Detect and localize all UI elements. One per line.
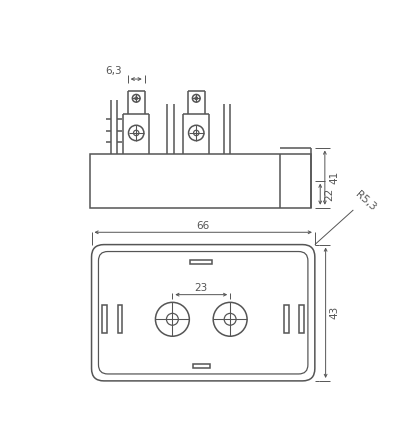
Bar bbox=[118, 305, 122, 333]
Text: 41: 41 bbox=[329, 171, 339, 184]
Bar bbox=[90, 154, 311, 208]
Bar bbox=[191, 260, 212, 264]
Text: 6,3: 6,3 bbox=[106, 66, 122, 76]
Bar bbox=[193, 364, 210, 368]
Bar bbox=[300, 305, 304, 333]
Text: 43: 43 bbox=[330, 306, 340, 319]
Text: R5,3: R5,3 bbox=[354, 189, 378, 212]
Text: 23: 23 bbox=[195, 283, 208, 294]
Text: 66: 66 bbox=[197, 221, 210, 231]
Text: 22: 22 bbox=[324, 188, 334, 201]
Bar bbox=[284, 305, 289, 333]
Bar bbox=[102, 305, 107, 333]
